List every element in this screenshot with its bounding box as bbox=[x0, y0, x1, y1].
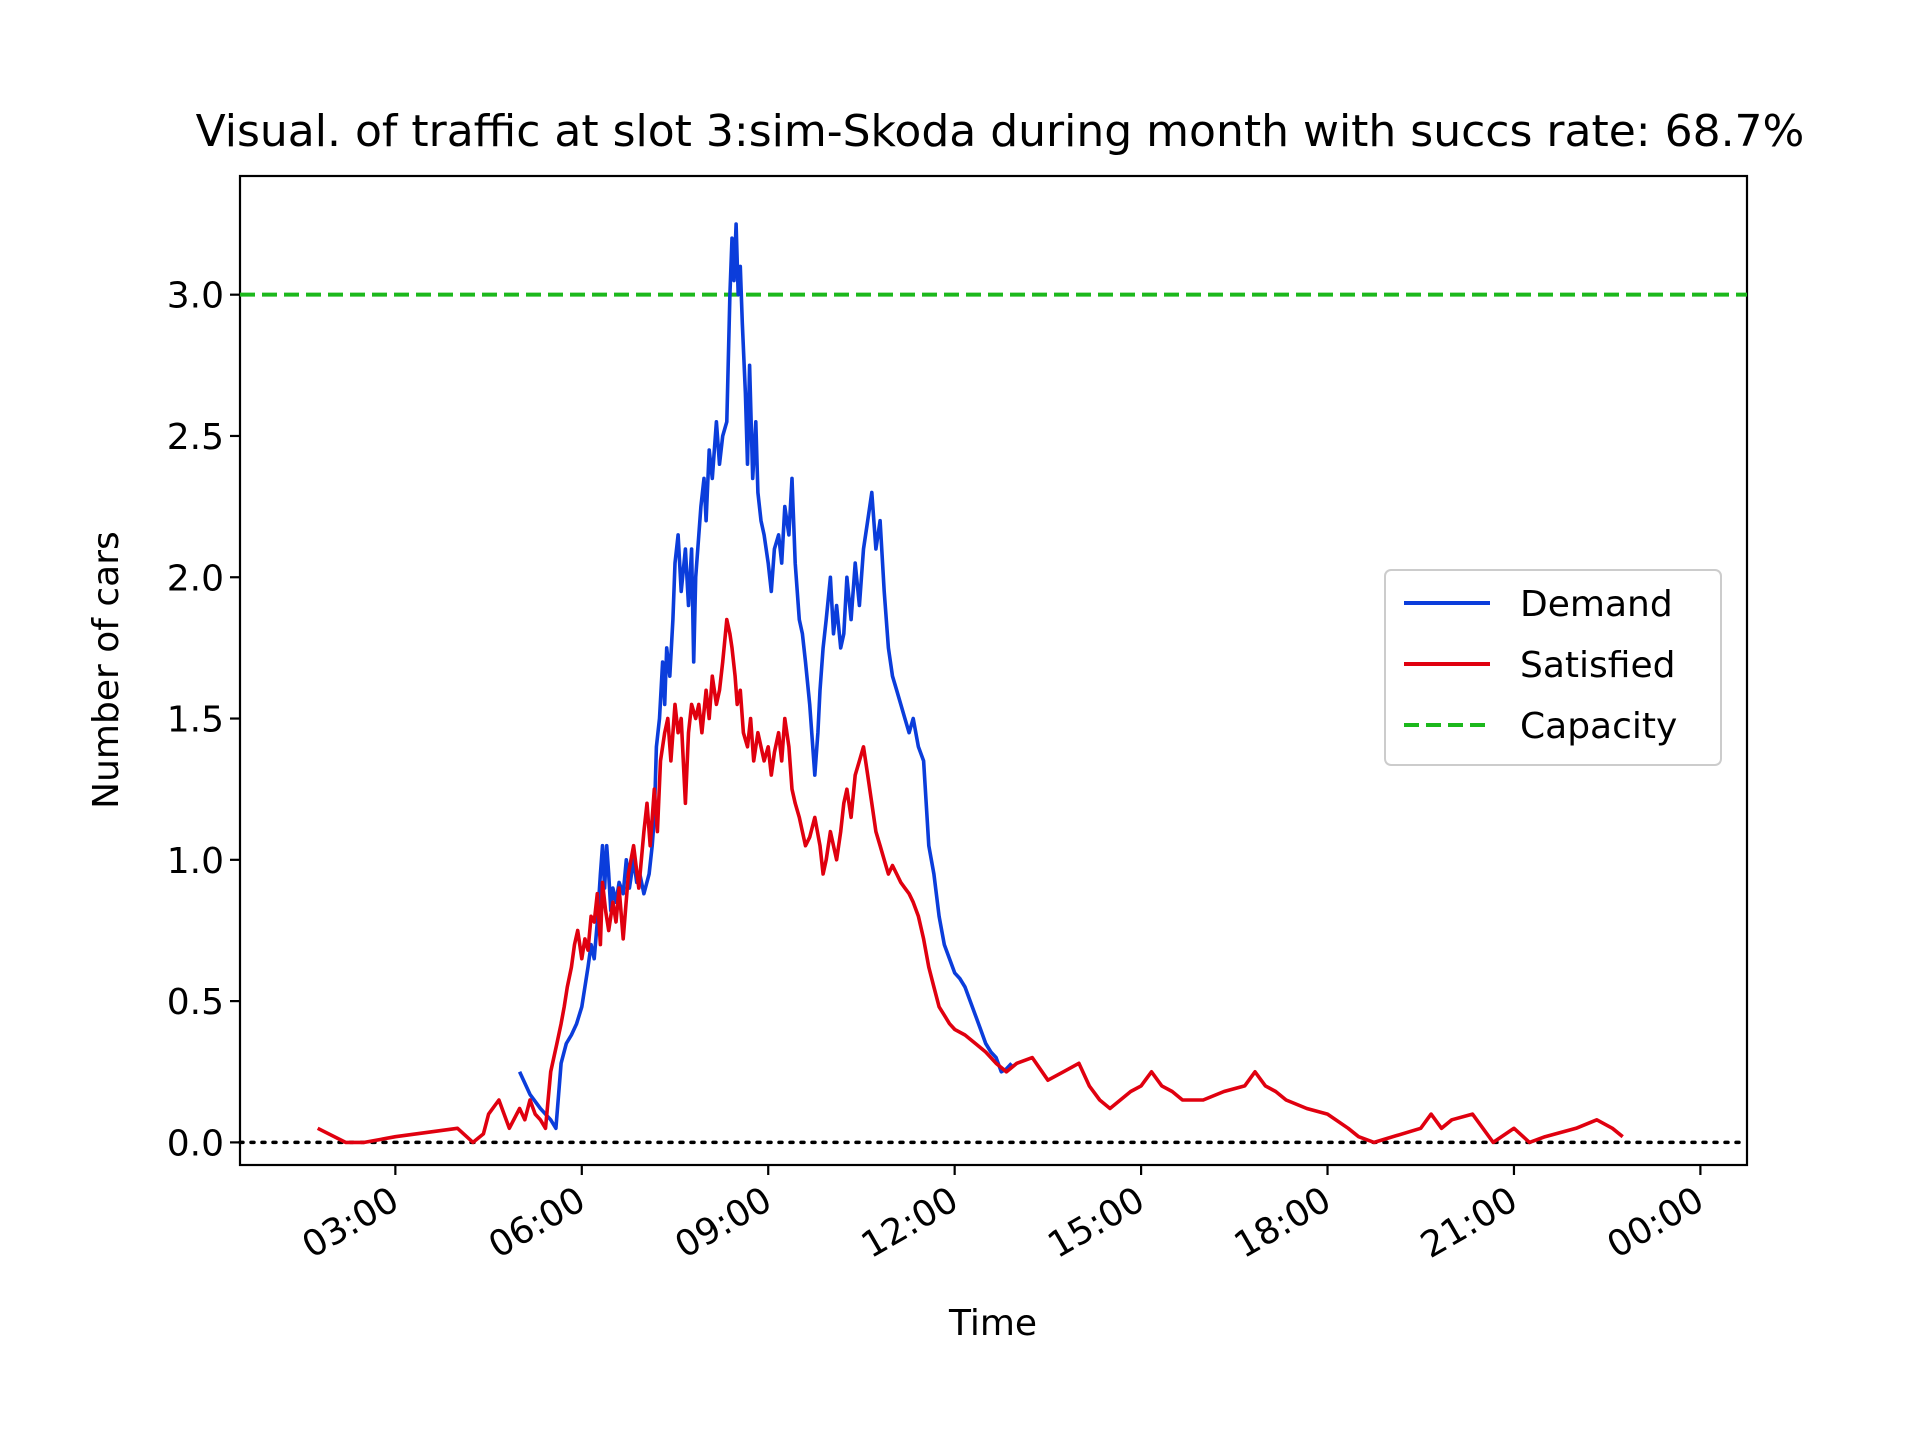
series-layer bbox=[238, 222, 1749, 1145]
legend: Demand Satisfied Capacity bbox=[1384, 569, 1722, 766]
satisfied-series-line bbox=[316, 617, 1624, 1145]
x-tick-label: 15:00 bbox=[1041, 1179, 1151, 1266]
demand-series-line bbox=[517, 222, 1013, 1131]
x-tick-label: 06:00 bbox=[482, 1179, 592, 1266]
x-tick-label: 09:00 bbox=[668, 1179, 778, 1266]
y-tick-label: 2.0 bbox=[167, 558, 224, 599]
y-tick-label: 1.5 bbox=[167, 700, 224, 741]
chart-title: Visual. of traffic at slot 3:sim-Skoda d… bbox=[196, 106, 1805, 157]
y-axis: 0.0 0.5 1.0 1.5 2.0 2.5 3.0 bbox=[167, 276, 240, 1164]
y-tick-label: 0.5 bbox=[167, 982, 224, 1023]
legend-satisfied-label: Satisfied bbox=[1520, 645, 1675, 686]
legend-capacity-label: Capacity bbox=[1520, 706, 1677, 747]
x-tick-label: 03:00 bbox=[296, 1179, 406, 1266]
x-tick-label: 00:00 bbox=[1601, 1179, 1711, 1266]
x-axis: 03:00 06:00 09:00 12:00 15:00 18:00 21:00 00:00 bbox=[296, 1165, 1711, 1267]
x-tick-label: 12:00 bbox=[855, 1179, 965, 1266]
x-axis-label: Time bbox=[948, 1303, 1037, 1344]
y-axis-label: Number of cars bbox=[86, 531, 127, 809]
y-tick-label: 0.0 bbox=[167, 1123, 224, 1164]
legend-demand-label: Demand bbox=[1520, 584, 1673, 625]
y-tick-label: 1.0 bbox=[167, 841, 224, 882]
y-tick-label: 3.0 bbox=[167, 276, 224, 317]
legend-frame bbox=[1384, 569, 1722, 766]
x-tick-label: 18:00 bbox=[1228, 1179, 1338, 1266]
x-tick-label: 21:00 bbox=[1414, 1179, 1524, 1266]
y-tick-label: 2.5 bbox=[167, 417, 224, 458]
